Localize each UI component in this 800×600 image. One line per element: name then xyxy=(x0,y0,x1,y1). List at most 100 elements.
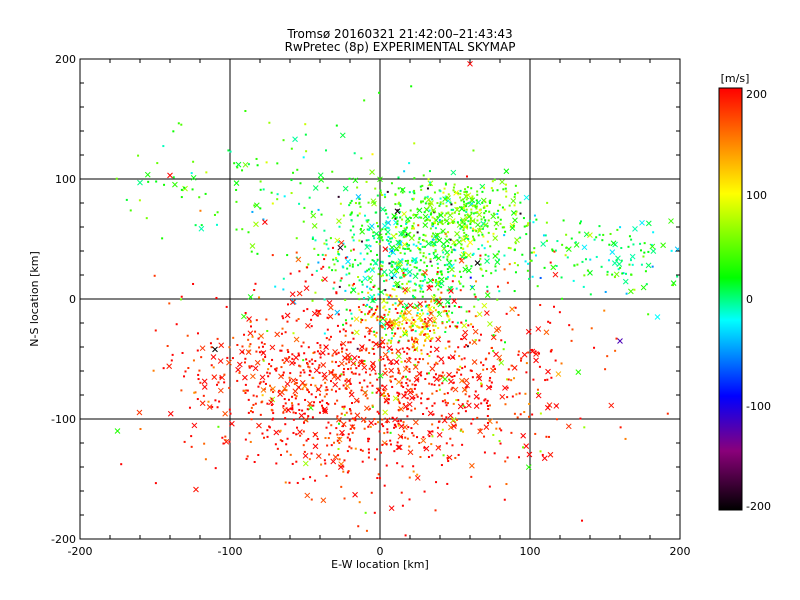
data-point xyxy=(197,373,200,376)
data-point-x xyxy=(190,174,197,181)
data-point xyxy=(457,346,460,349)
data-point xyxy=(386,428,389,431)
data-point xyxy=(450,208,453,211)
data-point xyxy=(473,305,476,308)
data-point xyxy=(506,456,509,459)
data-point xyxy=(370,491,373,494)
data-point xyxy=(315,269,318,272)
data-point xyxy=(453,248,456,251)
data-point-x xyxy=(498,359,505,366)
data-point-x xyxy=(359,228,366,235)
data-point xyxy=(371,391,374,394)
data-point-x xyxy=(474,260,481,266)
data-point xyxy=(139,427,142,430)
data-point xyxy=(363,99,366,102)
data-point xyxy=(444,214,447,217)
data-point xyxy=(345,322,348,325)
data-point xyxy=(399,300,402,303)
data-point xyxy=(338,225,341,228)
data-point xyxy=(385,464,388,467)
data-point xyxy=(418,312,421,315)
data-point xyxy=(471,195,474,198)
data-point xyxy=(408,370,411,373)
data-point xyxy=(483,399,486,402)
data-point xyxy=(421,295,424,298)
data-point xyxy=(546,201,549,204)
data-point xyxy=(350,389,353,392)
data-point xyxy=(514,306,517,309)
data-point xyxy=(351,236,354,239)
data-point xyxy=(320,463,323,466)
data-point xyxy=(447,310,450,313)
data-point xyxy=(640,249,643,252)
data-point xyxy=(351,263,354,266)
data-point xyxy=(376,225,379,228)
data-point xyxy=(180,196,183,199)
data-point xyxy=(305,358,308,361)
data-point-x xyxy=(581,244,588,251)
data-point xyxy=(327,403,330,406)
data-point xyxy=(621,272,624,275)
data-point xyxy=(396,220,399,223)
data-point xyxy=(433,299,436,302)
data-point-x xyxy=(552,271,559,278)
data-point xyxy=(503,226,506,229)
data-point xyxy=(431,337,434,340)
data-point-x xyxy=(362,389,368,396)
data-point xyxy=(405,242,408,245)
data-point xyxy=(378,237,381,240)
data-point xyxy=(416,231,419,234)
data-point xyxy=(244,357,247,360)
data-point xyxy=(572,279,575,282)
data-point xyxy=(439,197,442,200)
data-point xyxy=(619,426,622,429)
data-point xyxy=(398,402,401,405)
data-point xyxy=(436,262,439,265)
data-point xyxy=(368,287,371,290)
data-point-x xyxy=(441,245,447,252)
data-point xyxy=(338,458,341,461)
data-point xyxy=(643,242,646,245)
data-point xyxy=(292,171,295,174)
data-point xyxy=(334,373,337,376)
data-point xyxy=(279,439,282,442)
data-point xyxy=(435,238,438,241)
data-point xyxy=(367,312,370,315)
data-point xyxy=(188,406,191,409)
data-point-x xyxy=(319,349,326,356)
data-point xyxy=(411,328,414,331)
data-point xyxy=(325,393,328,396)
data-point xyxy=(565,246,568,249)
data-point xyxy=(400,384,403,387)
data-point-x xyxy=(649,243,656,250)
data-point xyxy=(231,357,234,360)
data-point xyxy=(483,212,486,215)
data-point-x xyxy=(114,428,121,434)
data-point xyxy=(285,357,288,360)
data-point xyxy=(196,349,199,352)
data-point xyxy=(442,191,445,194)
data-point xyxy=(361,283,364,286)
data-point xyxy=(469,226,472,229)
data-point xyxy=(431,216,434,219)
data-point xyxy=(364,319,367,322)
data-point xyxy=(447,315,450,318)
data-point xyxy=(402,314,405,317)
data-point xyxy=(257,337,260,340)
data-point xyxy=(371,405,374,408)
data-point xyxy=(464,214,467,217)
data-point xyxy=(267,368,270,371)
data-point xyxy=(574,241,577,244)
data-point xyxy=(392,326,395,329)
data-point xyxy=(531,275,534,278)
data-point xyxy=(302,430,305,433)
data-point xyxy=(429,258,432,261)
data-point xyxy=(420,305,423,308)
data-point xyxy=(199,209,202,212)
data-point xyxy=(341,405,344,408)
data-point xyxy=(444,182,447,185)
data-point xyxy=(422,290,425,293)
data-point xyxy=(247,231,250,234)
data-point xyxy=(430,300,433,303)
data-point xyxy=(383,364,386,367)
